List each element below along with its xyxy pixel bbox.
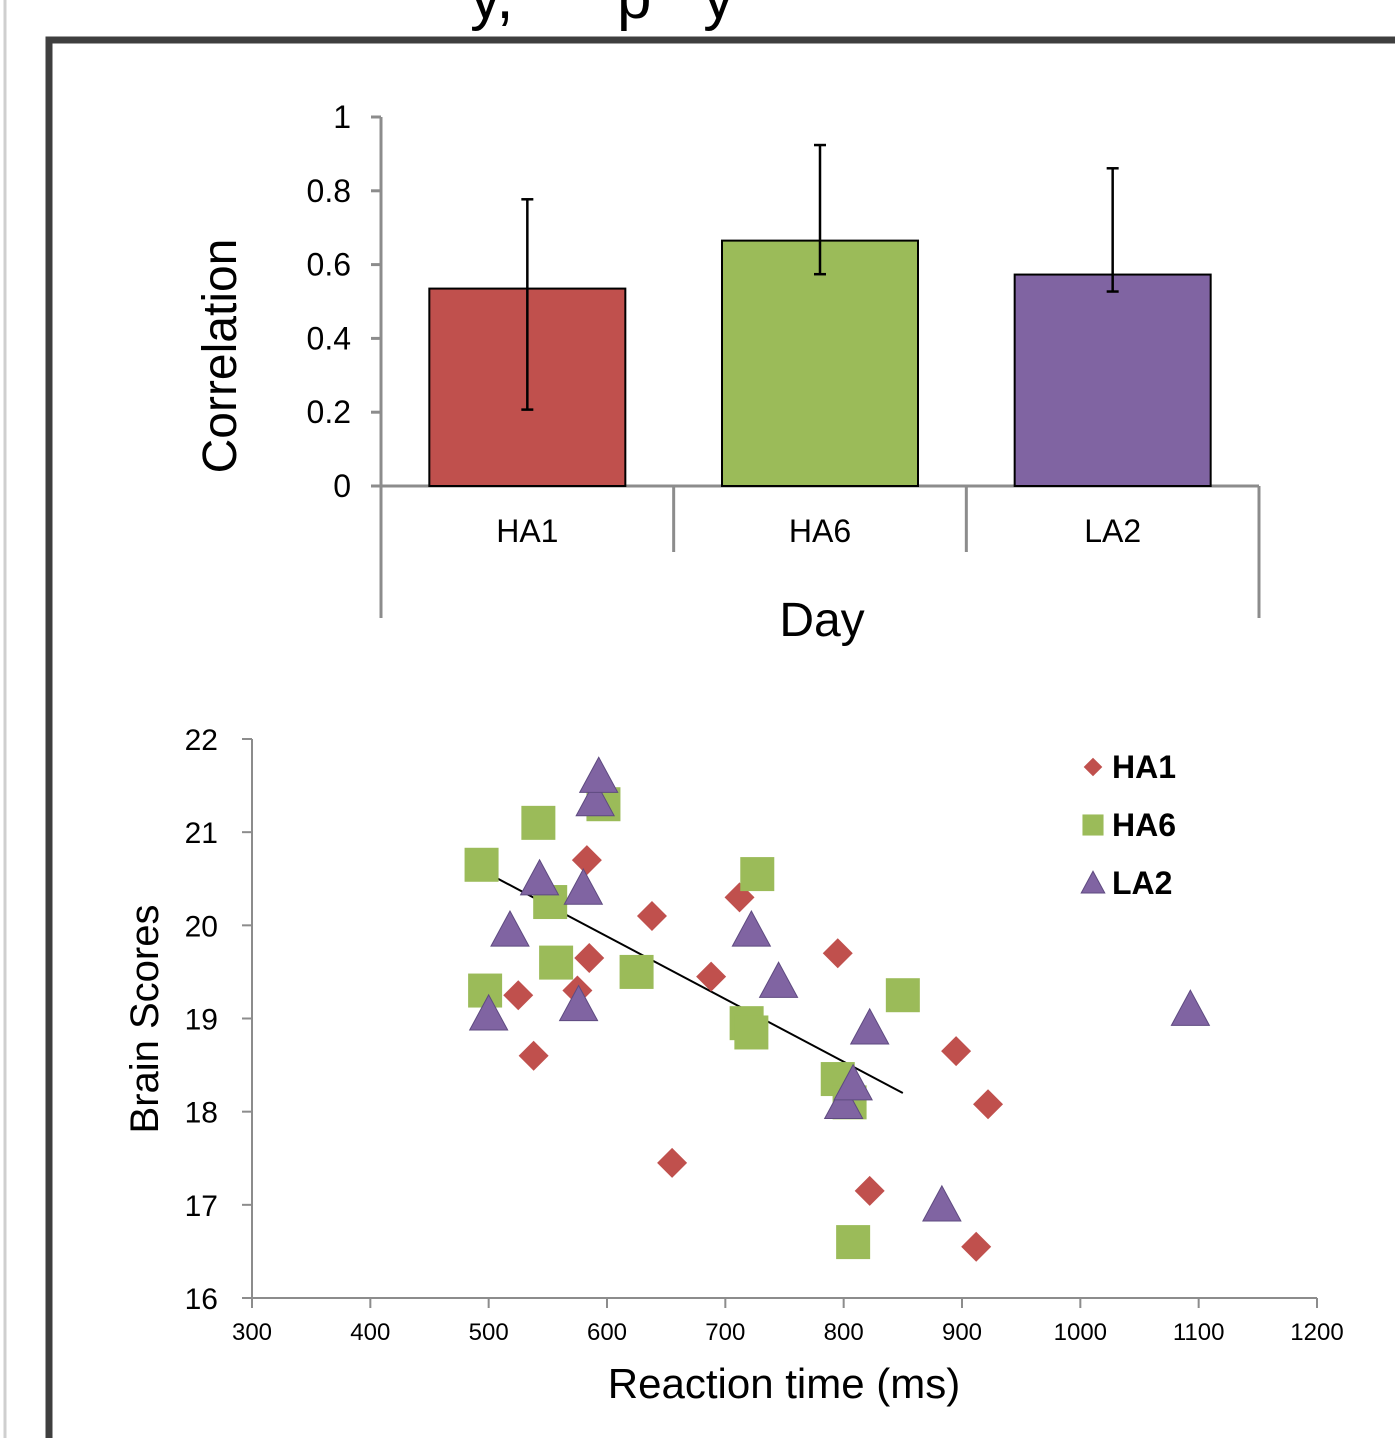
legend-marker-la2 — [1080, 870, 1106, 894]
scatter-point-ha6 — [734, 1015, 769, 1050]
scatter-point-ha1 — [571, 845, 602, 876]
scatter-x-tick-label: 400 — [350, 1319, 390, 1346]
scatter-x-tick-label: 600 — [587, 1319, 627, 1346]
scatter-point-la2 — [922, 1184, 962, 1222]
scatter-y-axis-label: Brain Scores — [123, 905, 167, 1134]
scatter-point-ha6 — [836, 1225, 871, 1260]
bar-y-tick-label: 1 — [333, 99, 351, 135]
scatter-point-la2 — [468, 993, 509, 1031]
scatter-x-tick-label: 700 — [705, 1319, 745, 1346]
scatter-y-tick-label: 18 — [185, 1097, 218, 1130]
scatter-point-ha1 — [574, 942, 605, 973]
legend-label-ha1: HA1 — [1112, 749, 1176, 785]
scatter-y-tick-label: 21 — [185, 817, 218, 850]
scatter-y-tick-label: 20 — [185, 910, 218, 943]
scatter-point-ha1 — [973, 1089, 1004, 1120]
scatter-x-tick-label: 500 — [469, 1319, 509, 1346]
bar-y-tick-label: 0.4 — [307, 320, 351, 356]
scatter-x-tick-label: 1000 — [1054, 1319, 1107, 1346]
legend-marker-ha1 — [1083, 757, 1103, 777]
scatter-point-ha1 — [518, 1040, 549, 1071]
bar-x-tick-label: HA6 — [789, 513, 851, 549]
scatter-y-tick-label: 19 — [185, 1004, 218, 1037]
bar-chart: 0 0.2 0.4 0.6 0.8 1 HA1 HA6 LA2 Correlation Day — [194, 99, 1261, 647]
scatter-point-ha6 — [464, 847, 499, 882]
scatter-point-ha1 — [961, 1231, 992, 1262]
scatter-point-la2 — [731, 909, 772, 947]
scatter-point-ha6 — [740, 857, 775, 892]
scatter-point-la2 — [519, 858, 560, 896]
scatter-chart: 16 17 18 19 20 21 22 300 400 500 600 700 800 900 1000… — [123, 724, 1344, 1407]
scatter-point-ha1 — [503, 980, 534, 1011]
scatter-x-axis-label: Reaction time (ms) — [608, 1360, 960, 1407]
bar-x-tick-label: LA2 — [1084, 513, 1141, 549]
scatter-point-la2 — [575, 779, 616, 817]
bar-la2 — [1013, 273, 1212, 487]
scatter-x-tick-label: 1100 — [1173, 1319, 1225, 1346]
scatter-point-la2 — [563, 868, 604, 905]
scatter-x-tick-label: 1200 — [1290, 1319, 1343, 1346]
slide-title-fragment: y, p y — [470, 0, 734, 32]
scatter-point-la2 — [833, 1063, 873, 1101]
scatter-point-ha1 — [822, 938, 853, 969]
scatter-legend: HA1 HA6 LA2 — [1080, 749, 1176, 901]
scatter-point-la2 — [1170, 989, 1211, 1026]
scatter-point-la2 — [578, 756, 619, 793]
legend-label-la2: LA2 — [1112, 865, 1172, 901]
scatter-y-tick-label: 17 — [185, 1190, 218, 1223]
bar-y-tick-label: 0.6 — [307, 247, 351, 283]
bar-x-axis-label: Day — [779, 594, 864, 647]
legend-marker-ha6 — [1082, 814, 1104, 836]
scatter-point-ha1 — [941, 1036, 972, 1067]
scatter-point-la2 — [823, 1082, 864, 1119]
bar-y-tick-label: 0.8 — [307, 173, 351, 209]
bar-y-tick-label: 0 — [333, 468, 351, 504]
bar-ha6 — [721, 239, 919, 487]
scatter-point-ha6 — [539, 945, 574, 980]
scatter-point-ha1 — [636, 901, 667, 932]
scatter-x-tick-label: 800 — [824, 1319, 864, 1346]
legend-label-ha6: HA6 — [1112, 807, 1176, 843]
scatter-y-tick-label: 22 — [185, 724, 218, 757]
scatter-point-la2 — [758, 961, 799, 998]
scatter-point-ha1 — [854, 1175, 885, 1206]
scatter-x-tick-label: 900 — [942, 1319, 982, 1346]
scatter-point-ha6 — [885, 978, 920, 1013]
scatter-point-ha6 — [619, 954, 654, 989]
scatter-point-la2 — [558, 984, 599, 1022]
scatter-point-ha6 — [521, 805, 556, 840]
scatter-point-ha1 — [696, 961, 727, 992]
scatter-point-ha1 — [657, 1147, 688, 1178]
bar-x-tick-label: HA1 — [496, 513, 558, 549]
bar-y-tick-label: 0.2 — [307, 394, 351, 430]
scatter-y-tick-label: 16 — [185, 1283, 218, 1316]
scatter-point-la2 — [849, 1007, 890, 1045]
scatter-point-la2 — [490, 909, 530, 947]
bar-y-axis-label: Correlation — [194, 239, 247, 474]
scatter-x-tick-label: 300 — [232, 1319, 272, 1346]
